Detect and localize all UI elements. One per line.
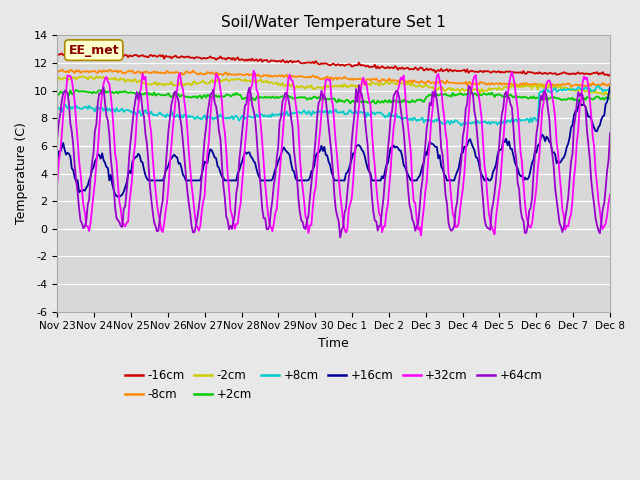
-2cm [531,83,539,89]
-8cm [567,84,575,89]
-2cm [604,91,611,97]
-16cm [339,62,347,68]
+16cm [606,84,614,90]
+64cm [355,82,363,88]
+8cm [595,83,602,89]
Line: +32cm: +32cm [58,71,610,236]
-8cm [339,75,347,81]
+8cm [531,115,539,121]
+64cm [339,224,347,230]
X-axis label: Time: Time [318,337,349,350]
+8cm [90,106,97,112]
+8cm [447,118,455,124]
-2cm [54,77,61,83]
+8cm [54,104,61,110]
+2cm [339,98,347,104]
Legend: -16cm, -8cm, -2cm, +2cm, +8cm, +16cm, +32cm, +64cm: -16cm, -8cm, -2cm, +2cm, +8cm, +16cm, +3… [120,365,547,406]
-16cm [54,51,61,57]
+64cm [72,177,80,183]
+16cm [449,178,456,183]
+64cm [337,235,344,240]
+16cm [531,148,539,154]
+64cm [532,131,540,137]
+64cm [606,131,614,136]
+64cm [605,157,612,163]
-8cm [606,81,614,86]
+2cm [451,93,458,98]
-8cm [74,69,81,74]
+64cm [54,134,61,140]
+16cm [72,179,80,185]
+16cm [54,158,61,164]
+8cm [338,110,346,116]
+2cm [606,96,614,102]
+16cm [339,178,347,183]
Line: +2cm: +2cm [58,90,610,104]
+32cm [54,180,61,185]
-8cm [91,68,99,74]
Title: Soil/Water Temperature Set 1: Soil/Water Temperature Set 1 [221,15,446,30]
+32cm [451,215,458,220]
-16cm [606,72,614,77]
+32cm [90,192,97,198]
+16cm [90,165,97,170]
+16cm [114,194,122,200]
-2cm [90,76,97,82]
Y-axis label: Temperature (C): Temperature (C) [15,122,28,225]
+2cm [532,95,540,101]
+2cm [372,101,380,107]
Line: +8cm: +8cm [58,86,610,125]
+32cm [72,120,80,125]
-8cm [449,80,456,85]
Line: -8cm: -8cm [58,70,610,86]
+32cm [605,200,612,205]
-16cm [449,69,456,74]
-2cm [93,73,100,79]
+64cm [90,150,97,156]
+32cm [606,192,614,197]
-16cm [604,72,611,77]
-8cm [605,82,612,88]
+32cm [532,185,540,191]
+2cm [54,91,61,97]
+8cm [606,87,614,93]
+8cm [605,87,612,93]
-16cm [91,53,99,59]
+2cm [74,88,81,94]
+8cm [72,103,80,109]
-16cm [605,73,612,79]
+16cm [604,99,611,105]
-2cm [606,93,614,98]
-2cm [72,76,80,82]
+32cm [339,219,347,225]
-2cm [339,84,347,90]
-16cm [531,71,539,77]
+2cm [72,87,80,93]
-8cm [58,67,65,72]
-2cm [449,86,456,92]
+32cm [250,68,257,73]
+8cm [458,122,465,128]
-8cm [54,69,61,75]
Line: -2cm: -2cm [58,76,610,96]
-16cm [58,50,65,56]
Line: +64cm: +64cm [58,85,610,238]
+2cm [91,90,99,96]
Line: -16cm: -16cm [58,53,610,76]
+2cm [605,95,612,101]
+32cm [417,233,425,239]
Text: EE_met: EE_met [68,44,119,57]
-16cm [74,53,81,59]
+64cm [451,223,458,229]
-8cm [531,81,539,86]
Line: +16cm: +16cm [58,87,610,197]
